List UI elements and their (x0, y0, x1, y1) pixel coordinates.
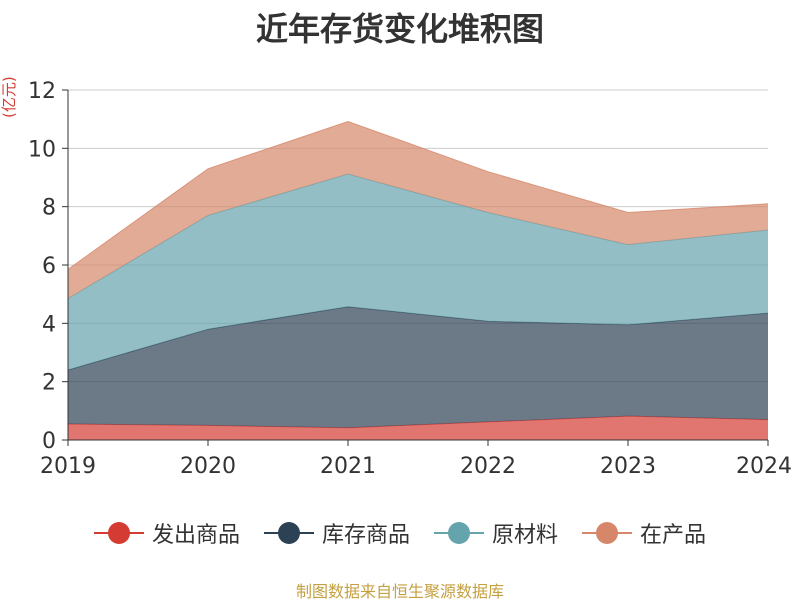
axes: 0 2 4 6 8 10 12 2019 2020 2021 2022 2023 2024 (28, 79, 792, 479)
series-line-4 (67, 120, 769, 270)
y-tick-label: 6 (42, 254, 56, 279)
legend-item[interactable]: 库存商品 (263, 517, 410, 549)
legend-label: 在产品 (640, 523, 707, 548)
x-tick-label: 2021 (320, 454, 376, 479)
source-note: 制图数据来自恒生聚源数据库 (295, 582, 504, 601)
area-series (67, 120, 769, 440)
legend-label: 原材料 (492, 523, 559, 548)
y-tick-label: 2 (42, 371, 56, 396)
area-3 (68, 174, 768, 370)
area-1 (68, 416, 768, 440)
x-tick-label: 2020 (180, 454, 236, 479)
legend-label: 库存商品 (321, 523, 410, 548)
legend-marker-icon (582, 522, 633, 544)
x-tick-label: 2024 (736, 454, 792, 479)
area-2 (68, 306, 768, 428)
legend-marker-icon (93, 522, 144, 544)
area-4 (68, 121, 768, 299)
legend: 发出商品 库存商品 原材料 在产品 (0, 516, 800, 550)
x-tick-label: 2022 (460, 454, 516, 479)
chart-title: 近年存货变化堆积图 (255, 10, 544, 48)
legend-label: 发出商品 (151, 523, 240, 548)
x-tick-label: 2019 (40, 454, 96, 479)
x-tick-label: 2023 (600, 454, 656, 479)
legend-marker-icon (434, 522, 484, 544)
y-tick-label: 4 (42, 312, 56, 337)
legend-item[interactable]: 发出商品 (93, 517, 240, 549)
y-tick-label: 0 (42, 429, 56, 454)
y-tick-label: 8 (42, 196, 56, 221)
legend-item[interactable]: 在产品 (582, 517, 706, 549)
legend-item[interactable]: 原材料 (434, 517, 558, 549)
y-tick-label: 10 (28, 137, 56, 162)
y-tick-label: 12 (28, 79, 56, 104)
legend-marker-icon (263, 522, 314, 544)
